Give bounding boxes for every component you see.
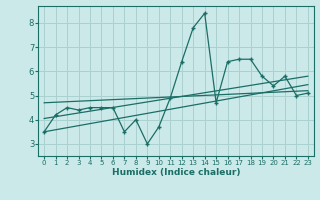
X-axis label: Humidex (Indice chaleur): Humidex (Indice chaleur) [112, 168, 240, 177]
